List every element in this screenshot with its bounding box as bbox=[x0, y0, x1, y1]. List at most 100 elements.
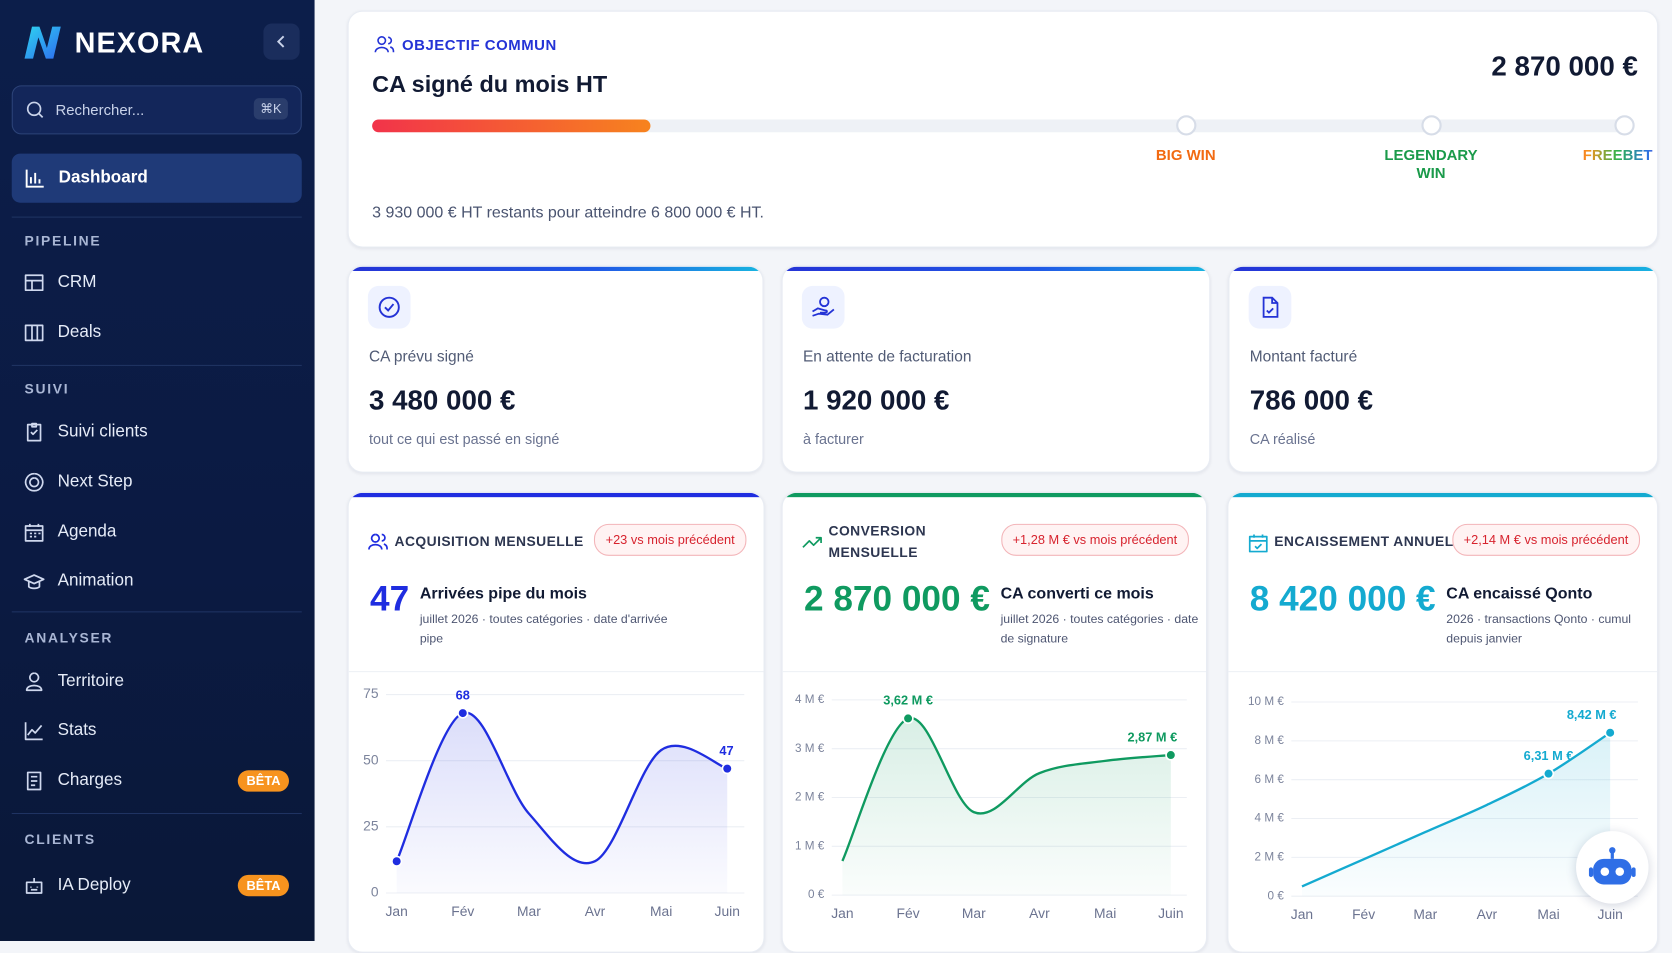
nav-item[interactable]: Territoire bbox=[23, 666, 295, 698]
milestone-dot bbox=[1421, 115, 1442, 136]
x-tick-label: Mar bbox=[962, 905, 986, 921]
kpi-icon bbox=[801, 285, 845, 329]
data-label: 47 bbox=[719, 743, 733, 758]
nav-item[interactable]: CRM bbox=[23, 267, 295, 299]
progress-fill bbox=[372, 119, 651, 133]
kpi-caption: à facturer bbox=[802, 431, 864, 448]
nav-label: CRM bbox=[57, 273, 97, 292]
chart-separator bbox=[1228, 671, 1658, 673]
x-tick-label: Avr bbox=[1029, 905, 1050, 921]
nav-separator bbox=[11, 611, 302, 613]
kpi-icon bbox=[1248, 285, 1292, 329]
kpi-label: Montant facturé bbox=[1249, 348, 1358, 366]
nav-badge: BÊTA bbox=[238, 874, 289, 897]
milestone-label: LEGENDARY WIN bbox=[1384, 146, 1478, 182]
nav-dashboard[interactable]: Dashboard bbox=[11, 153, 302, 203]
kpi-card: En attente de facturation 1 920 000 € à fa… bbox=[781, 265, 1211, 473]
nav-label: Agenda bbox=[57, 522, 117, 541]
assistant-icon bbox=[1588, 847, 1636, 885]
kpi-card: Montant facturé 786 000 € CA réalisé bbox=[1228, 265, 1659, 473]
icon bbox=[368, 533, 388, 550]
line-chart: 0 € 1 M € 2 M € 3 M € 4 M € Jan Fév Mar Avr Mai Ju… bbox=[795, 693, 1187, 921]
icon bbox=[1262, 296, 1279, 318]
nav-label: Territoire bbox=[57, 672, 124, 691]
card-accent bbox=[348, 492, 764, 498]
x-tick-label: Juin bbox=[1158, 905, 1183, 921]
y-tick-label: 0 € bbox=[808, 888, 825, 901]
nav-separator bbox=[11, 364, 302, 366]
line-chart: 0 € 2 M € 4 M € 6 M € 8 M € 10 M € Jan Fév Mar Av… bbox=[1248, 695, 1638, 922]
x-tick-label: Mai bbox=[1094, 905, 1116, 921]
icon bbox=[25, 878, 43, 894]
card-accent bbox=[1229, 266, 1658, 271]
brand-name: NEXORA bbox=[74, 26, 205, 59]
x-tick-label: Fév bbox=[897, 905, 920, 921]
y-tick-label: 2 M € bbox=[1255, 850, 1285, 863]
chart-headline-label: CA encaissé Qonto bbox=[1446, 584, 1593, 603]
line-chart: 0 25 50 75 Jan Fév Mar Avr Mai Juin 68 47 bbox=[363, 685, 745, 919]
nav-separator bbox=[11, 812, 302, 815]
nav-item[interactable]: Deals bbox=[23, 317, 295, 349]
chart-card: ACQUISITION MENSUELLE +23 vs mois précéde… bbox=[347, 491, 765, 953]
chart-description: juillet 2026 · toutes catégories · date … bbox=[419, 613, 668, 646]
nav-section-title: CLIENTS bbox=[24, 831, 96, 848]
nav-icon bbox=[25, 169, 44, 188]
milestone-dot bbox=[1176, 115, 1197, 136]
kpi-value: 1 920 000 € bbox=[802, 384, 950, 417]
data-point bbox=[1165, 749, 1177, 761]
data-point bbox=[721, 763, 733, 775]
chart-headline-label: CA converti ce mois bbox=[1000, 584, 1154, 603]
objective-label: OBJECTIF COMMUN bbox=[374, 35, 557, 54]
line-series bbox=[841, 717, 1171, 862]
y-tick-label: 25 bbox=[363, 817, 379, 833]
nav-item[interactable]: IA Deploy BÊTA bbox=[23, 870, 295, 902]
icon bbox=[25, 672, 43, 692]
y-tick-label: 10 M € bbox=[1248, 695, 1284, 708]
y-tick-label: 8 M € bbox=[1255, 734, 1285, 747]
icon bbox=[378, 296, 400, 318]
nav-item[interactable]: Agenda bbox=[23, 516, 295, 548]
brand[interactable]: NEXORA bbox=[21, 21, 204, 64]
data-point bbox=[391, 855, 403, 867]
nav-item[interactable]: Suivi clients bbox=[23, 416, 295, 448]
nav-label: Next Step bbox=[57, 472, 133, 491]
nav-item[interactable]: Animation bbox=[23, 565, 295, 597]
data-point bbox=[1542, 768, 1555, 780]
milestone-dot bbox=[1614, 115, 1635, 136]
chart-icon bbox=[368, 532, 389, 559]
y-tick-label: 3 M € bbox=[795, 742, 825, 755]
icon bbox=[24, 523, 44, 542]
data-label: 68 bbox=[456, 687, 470, 702]
y-tick-label: 50 bbox=[363, 751, 379, 767]
x-tick-label: Fév bbox=[1352, 906, 1375, 922]
nav-label: Deals bbox=[57, 323, 102, 342]
line-series bbox=[395, 711, 728, 865]
objective-note: 3 930 000 € HT restants pour atteindre 6… bbox=[372, 203, 764, 222]
nav-item[interactable]: Stats bbox=[23, 715, 295, 747]
data-label: 6,31 M € bbox=[1524, 748, 1574, 763]
line-area bbox=[842, 717, 1171, 896]
y-tick-label: 75 bbox=[363, 685, 379, 701]
card-accent bbox=[782, 266, 1210, 271]
chart-headline: 2 870 000 € bbox=[804, 578, 990, 618]
chart-title: CONVERSION MENSUELLE bbox=[828, 522, 927, 561]
data-point bbox=[902, 712, 914, 725]
kpi-icon bbox=[367, 285, 411, 329]
nav-item[interactable]: Charges BÊTA bbox=[23, 765, 295, 797]
data-label: 3,62 M € bbox=[883, 693, 933, 708]
data-point bbox=[1604, 727, 1616, 739]
x-tick-label: Jan bbox=[831, 905, 853, 921]
nav-label: Stats bbox=[57, 721, 97, 740]
x-tick-label: Juin bbox=[715, 903, 740, 919]
chart-badge: +1,28 M € vs mois précédent bbox=[1000, 523, 1189, 556]
kpi-value: 3 480 000 € bbox=[368, 384, 516, 417]
search-box[interactable]: Rechercher... ⌘K bbox=[11, 85, 302, 135]
sidebar: NEXORA Rechercher... ⌘K Dashboard PIPELI… bbox=[0, 0, 315, 941]
icon bbox=[26, 771, 42, 791]
chart-headline-detail: Arrivées pipe du mois juillet 2026 · tout… bbox=[420, 578, 676, 648]
collapse-button[interactable] bbox=[263, 23, 300, 60]
x-tick-label: Fév bbox=[451, 903, 474, 919]
nav-item[interactable]: Next Step bbox=[23, 466, 295, 498]
assistant-button[interactable] bbox=[1576, 831, 1649, 904]
chart-title: ACQUISITION MENSUELLE bbox=[394, 533, 584, 550]
